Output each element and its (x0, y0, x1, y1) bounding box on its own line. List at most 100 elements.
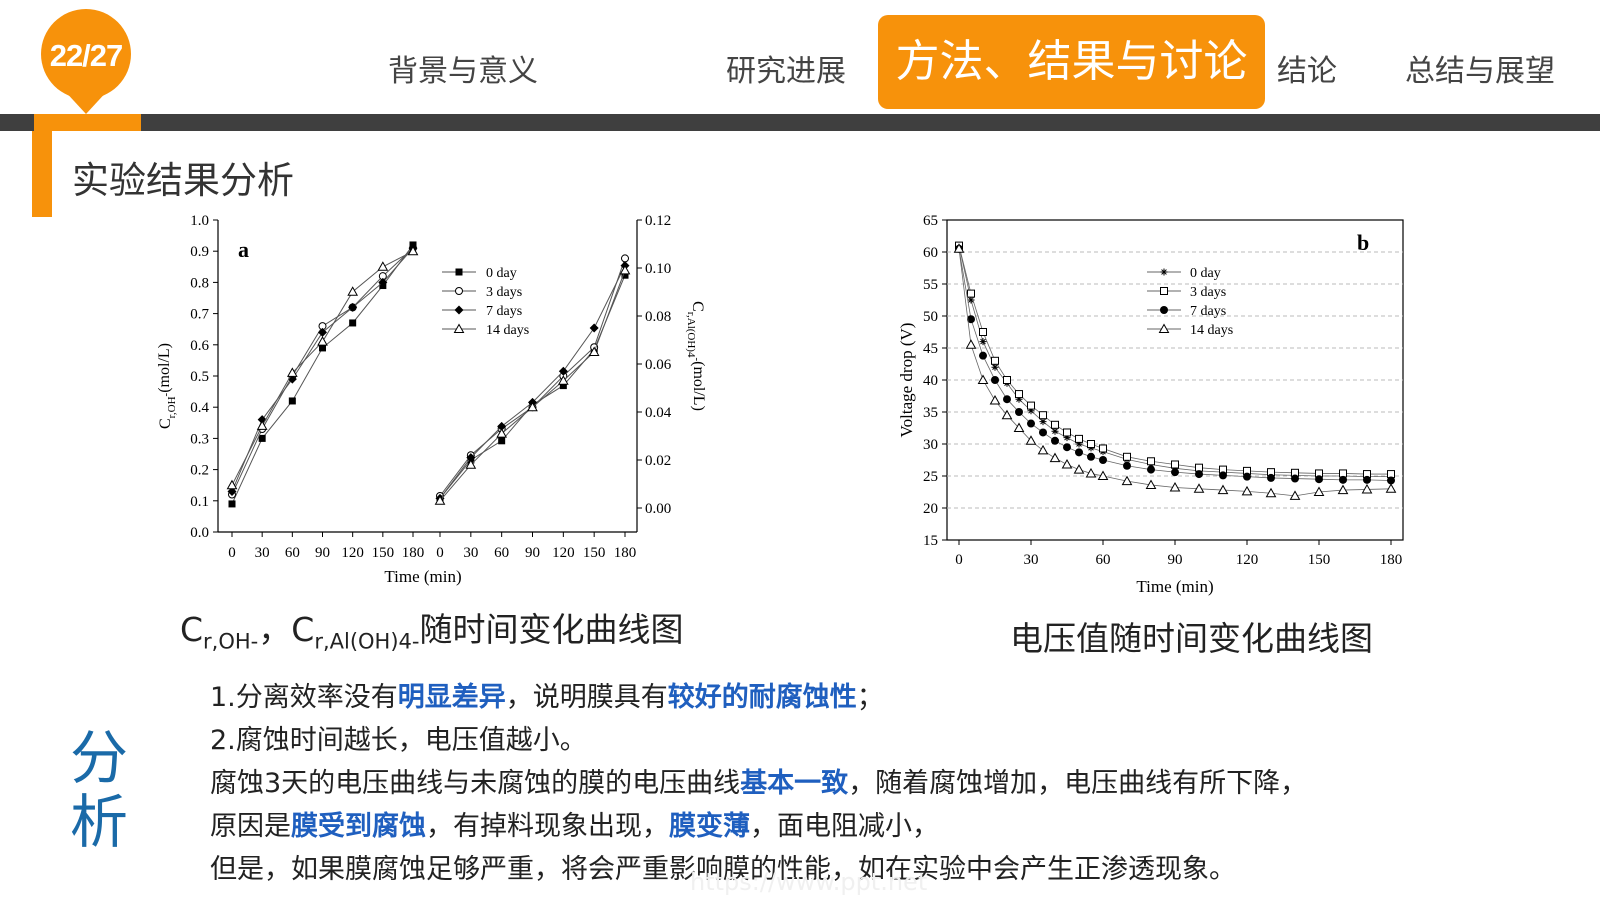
x-tick-label: 90 (1168, 552, 1183, 568)
nav-item-summary[interactable]: 总结与展望 (1405, 54, 1555, 89)
analysis-line: 1.分离效率没有明显差异，说明膜具有较好的耐腐蚀性； (210, 676, 1307, 719)
right-y-label-unit: (mol/L) (690, 361, 707, 411)
data-point (1073, 464, 1085, 474)
panel-label-b: b (1357, 230, 1369, 255)
analysis-highlight: 明显差异 (397, 682, 506, 713)
watermark: https://www.ppt.net (690, 868, 928, 896)
legend-label: 3 days (1190, 285, 1226, 300)
left-data-point (286, 367, 298, 377)
left-data-point (256, 420, 268, 430)
analysis-segment: ，有掉料现象出现， (426, 811, 669, 842)
page-badge-pin (41, 9, 131, 114)
legend-label: 14 days (1190, 323, 1233, 338)
analysis-line: 原因是膜受到腐蚀，有掉料现象出现，膜变薄，面电阻减小， (210, 805, 1307, 848)
data-point (979, 338, 987, 346)
data-point (1123, 452, 1131, 461)
legend-marker (1160, 306, 1168, 314)
x-tick-label: 60 (1096, 552, 1111, 568)
right-data-point (588, 346, 600, 356)
left-x-tick-label: 30 (255, 545, 270, 561)
y-tick-label: 40 (923, 373, 938, 389)
left-y-tick-label: 0.3 (190, 431, 209, 447)
data-point (1075, 434, 1083, 443)
x-axis-label: Time (min) (1136, 577, 1213, 596)
page-badge: 22/27 (49, 38, 124, 73)
data-point (1039, 411, 1047, 420)
nav-item-conclusion[interactable]: 结论 (1277, 54, 1337, 89)
legend-marker (455, 287, 463, 295)
data-point (1049, 452, 1061, 463)
data-point (977, 374, 989, 384)
left-data-point (377, 261, 389, 271)
data-point (1193, 483, 1205, 493)
data-point (991, 356, 999, 365)
right-x-tick-label: 150 (583, 545, 606, 561)
right-y-axis-label: Cr,Al(OH)4-(mol/L) (685, 301, 707, 411)
data-point (1039, 418, 1047, 426)
y-tick-label: 15 (923, 533, 938, 549)
right-x-tick-label: 30 (463, 545, 478, 561)
left-y-label-unit: (mol/L) (156, 343, 173, 393)
data-point (1027, 407, 1035, 415)
data-point (1361, 483, 1373, 494)
data-point (1075, 440, 1083, 448)
left-data-point (348, 302, 358, 312)
analysis-line: 但是，如果膜腐蚀足够严重，将会严重影响膜的性能，如在实验中会产生正渗透现象。 (210, 848, 1307, 891)
legend-label: 3 days (486, 285, 522, 300)
y-tick-label: 45 (923, 341, 938, 357)
data-point (965, 339, 977, 349)
x-tick-label: 150 (1308, 552, 1331, 568)
left-data-point (258, 434, 266, 442)
data-point (1219, 471, 1227, 480)
right-data-point (621, 271, 629, 279)
left-x-tick-label: 120 (341, 545, 364, 561)
left-x-tick-label: 150 (372, 545, 395, 561)
nav-item-progress[interactable]: 研究进展 (726, 54, 846, 89)
right-x-tick-label: 60 (494, 545, 509, 561)
left-y-label-sup: - (160, 392, 172, 396)
data-point (1195, 470, 1203, 479)
left-y-tick-label: 0.5 (190, 369, 209, 385)
left-data-point (319, 344, 326, 352)
left-y-tick-label: 0.6 (190, 338, 209, 354)
analysis-segment: ，随着腐蚀增加，电压曲线有所下降， (848, 768, 1308, 799)
right-data-point (527, 401, 538, 412)
data-point (1123, 461, 1131, 470)
chart-b-caption: 电压值随时间变化曲线图 (1010, 619, 1373, 658)
data-point (1025, 435, 1037, 445)
right-y-tick-label: 0.04 (645, 405, 672, 421)
y-tick-label: 65 (923, 213, 938, 229)
right-y-tick-label: 0.12 (645, 213, 671, 229)
data-point (1121, 475, 1133, 486)
right-data-point (558, 366, 568, 376)
section-accent-bar (32, 131, 52, 217)
legend-marker (1158, 323, 1170, 333)
left-data-point (228, 500, 236, 508)
data-point (1063, 428, 1071, 437)
data-point (1147, 465, 1155, 474)
y-axis-label: Voltage drop (V) (897, 323, 916, 438)
nav-item-methods-active[interactable]: 方法、结果与讨论 (878, 15, 1265, 109)
caption-sub2: r,Al(OH)4- (314, 629, 420, 654)
header-divider-accent (34, 114, 141, 131)
analysis-highlight: 基本一致 (740, 768, 849, 799)
data-point (1015, 408, 1023, 416)
right-x-tick-label: 90 (525, 545, 540, 561)
data-point (1147, 457, 1155, 466)
data-point (967, 296, 975, 304)
data-point (1241, 485, 1253, 496)
data-point (1075, 448, 1083, 457)
left-y-tick-label: 0.0 (190, 525, 209, 541)
nav-item-background[interactable]: 背景与意义 (388, 54, 538, 89)
data-point (1015, 395, 1023, 403)
right-y-tick-label: 0.00 (645, 501, 671, 517)
analysis-segment: 但是，如果膜腐蚀足够严重，将会严重影响膜的性能，如在实验中会产生正渗透现象。 (210, 854, 1236, 885)
left-data-point (317, 336, 328, 346)
analysis-segment: 腐蚀3天的电压曲线与未腐蚀的膜的电压曲线 (210, 768, 741, 799)
data-point (1003, 376, 1011, 384)
data-point (1291, 474, 1299, 483)
data-point (953, 243, 965, 253)
analysis-text: 1.分离效率没有明显差异，说明膜具有较好的耐腐蚀性； 2.腐蚀时间越长，电压值越小… (210, 676, 1307, 891)
legend-label: 7 days (486, 304, 522, 319)
analysis-label: 分析 (70, 724, 129, 856)
